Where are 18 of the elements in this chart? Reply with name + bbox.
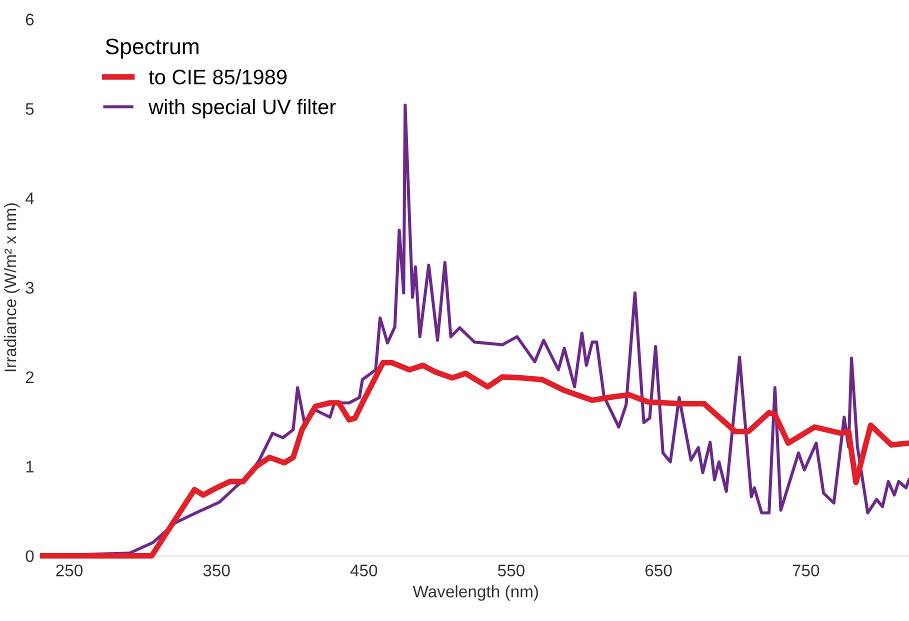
y-tick-label: 0	[26, 550, 34, 562]
y-tick-label: 3	[26, 282, 34, 294]
x-tick-label: 750	[792, 564, 820, 576]
x-axis-title: Wavelength (nm)	[412, 585, 538, 601]
x-tick-label: 350	[203, 564, 230, 576]
legend-title: Spectrum	[106, 38, 198, 59]
y-tick-label: 6	[26, 14, 34, 26]
y-axis-title: Irradiance (W/m² x nm)	[4, 203, 20, 372]
y-tick-label: 1	[26, 460, 34, 472]
y-tick-label: 4	[26, 192, 34, 204]
x-tick-label: 250	[56, 564, 82, 576]
y-tick-label: 5	[26, 103, 34, 115]
legend-label: to CIE 85/1989	[148, 69, 287, 84]
y-tick-label: 2	[26, 371, 34, 383]
x-tick-label: 650	[645, 564, 672, 576]
x-tick-label: 550	[498, 564, 524, 576]
x-tick-label: 450	[350, 564, 378, 576]
legend-label: with special UV filter	[148, 98, 336, 118]
